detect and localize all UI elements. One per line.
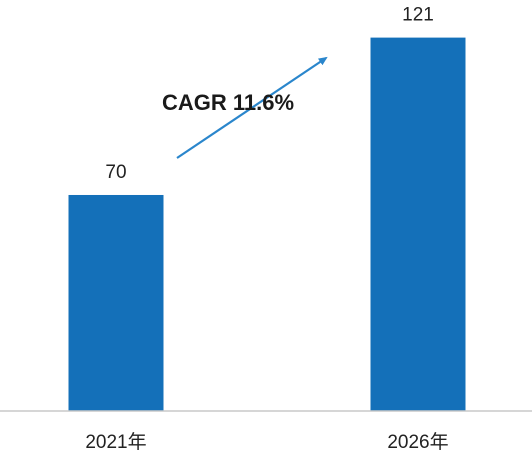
x-tick-label-2026年: 2026年 <box>387 431 448 453</box>
x-tick-label-2021年: 2021年 <box>85 431 146 453</box>
category-labels-group: 2021年 2026年 <box>85 431 448 453</box>
bar-2021年 <box>68 194 164 411</box>
value-labels-group: 70 121 <box>105 5 433 183</box>
bar-2026年 <box>370 37 466 411</box>
cagr-annotation: CAGR 11.6% <box>162 90 294 115</box>
cagr-arrow <box>176 56 328 159</box>
data-label-2021年: 70 <box>105 162 126 183</box>
data-label-2026年: 121 <box>402 5 434 26</box>
bars-group <box>68 37 466 411</box>
